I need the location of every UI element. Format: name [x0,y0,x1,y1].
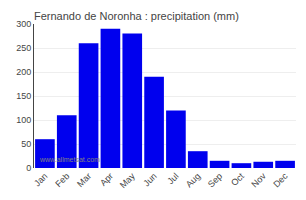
svg-text:Aug: Aug [184,171,202,189]
svg-text:May: May [118,171,137,190]
svg-text:200: 200 [16,67,31,77]
svg-text:Feb: Feb [53,171,71,189]
svg-text:Mar: Mar [75,171,93,189]
svg-text:0: 0 [26,163,31,173]
svg-text:150: 150 [16,91,31,101]
svg-text:100: 100 [16,115,31,125]
svg-text:www.allmetsat.com: www.allmetsat.com [39,156,100,163]
svg-text:Jun: Jun [141,171,158,188]
svg-text:Jan: Jan [32,171,49,188]
svg-text:Nov: Nov [249,171,268,190]
svg-text:300: 300 [16,19,31,29]
svg-text:Sep: Sep [206,171,224,189]
svg-text:250: 250 [16,43,31,53]
svg-text:50: 50 [21,139,31,149]
svg-text:Oct: Oct [229,171,246,188]
svg-text:Dec: Dec [271,171,290,190]
svg-text:Apr: Apr [98,171,115,188]
svg-text:Fernando de Noronha : precipit: Fernando de Noronha : precipitation (mm) [34,10,239,22]
svg-text:Jul: Jul [165,171,180,186]
